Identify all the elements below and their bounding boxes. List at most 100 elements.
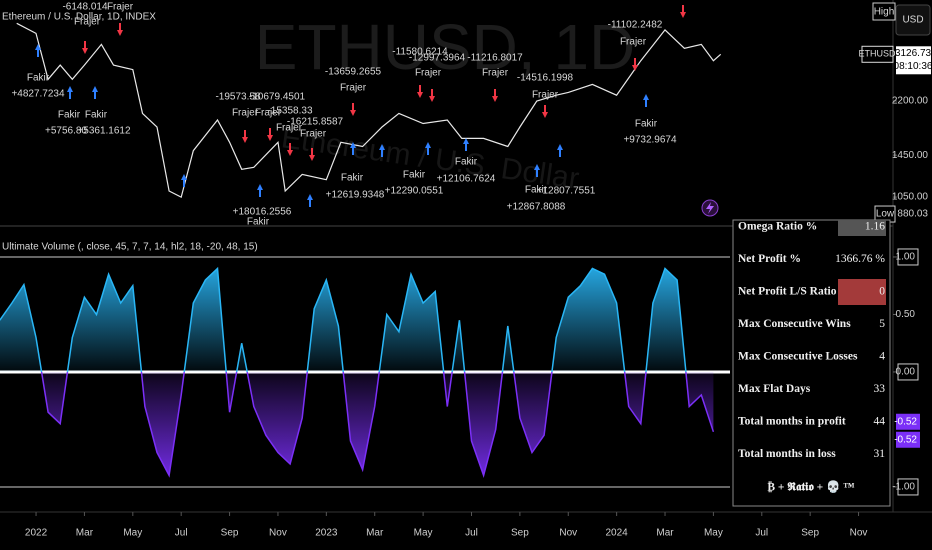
x-tick-label: May (704, 528, 723, 539)
sell-arrow (309, 148, 315, 161)
signal-label: Frajer (232, 108, 259, 119)
sell-arrow (417, 85, 423, 98)
sell-arrow (680, 5, 686, 18)
x-tick-label: Mar (366, 528, 384, 539)
table-label: Max Consecutive Wins (738, 318, 851, 330)
x-tick-label: Mar (76, 528, 94, 539)
last-price: 3126.73 (895, 48, 932, 59)
x-tick-label: 2024 (606, 528, 629, 539)
buy-arrow (67, 86, 73, 99)
low-value: 880.03 (897, 209, 928, 220)
oscillator-line (0, 266, 715, 478)
signal-label: Fakir (58, 110, 81, 121)
y-tick-box (897, 248, 919, 266)
signal-label: Frajer (620, 37, 647, 48)
signal-label: Frajer (340, 83, 367, 94)
sell-arrow (287, 143, 293, 156)
buy-arrow (557, 144, 563, 157)
indicator-title: Ultimate Volume (, close, 45, 7, 7, 14, … (2, 242, 258, 253)
symbol-box (861, 45, 894, 63)
y-tick-label: 0.00 (896, 367, 916, 378)
y-tick-box (897, 363, 919, 381)
signal-label: +12807.7551 (537, 186, 596, 197)
symbol-label: ETHUSD (858, 49, 896, 59)
signal-label: Frajer (482, 68, 509, 79)
x-tick-label: 2023 (315, 528, 338, 539)
table-label: Max Flat Days (738, 383, 811, 395)
sell-arrow (429, 89, 435, 102)
x-tick-label: Jul (465, 528, 478, 539)
signal-label: -11216.8017 (467, 53, 523, 64)
signal-label: -11580.6214 (392, 47, 448, 58)
countdown: 08:10:36 (894, 61, 932, 72)
table-value: 5 (879, 318, 885, 330)
signal-label: Frajer (532, 90, 559, 101)
currency-button[interactable] (895, 4, 931, 36)
signal-label: Frajer (74, 17, 101, 28)
x-tick-label: May (414, 528, 433, 539)
table-label: Total months in profit (738, 416, 846, 428)
table-value: 1366.76 % (835, 253, 885, 265)
signal-label: Frajer (276, 123, 303, 134)
alert-icon-bolt (706, 202, 714, 214)
buy-arrow (379, 144, 385, 157)
x-tick-label: Nov (269, 528, 287, 539)
table-value: 0 (879, 286, 885, 298)
y-tick-label: 2200.00 (892, 96, 929, 107)
sell-arrow (492, 89, 498, 102)
signal-label: -16215.8587 (287, 117, 344, 128)
watermark: ETHUSD, 1D (255, 11, 636, 83)
y-tick-label: -1.00 (892, 482, 915, 493)
buy-arrow (181, 174, 187, 187)
table-bg (732, 219, 891, 507)
buy-arrow (643, 94, 649, 107)
y-tick-label: 1050.00 (892, 192, 929, 203)
signal-label: +5361.1612 (77, 126, 131, 137)
x-tick-label: Sep (511, 528, 529, 539)
last-value-box (896, 431, 920, 448)
signal-label: +4827.7234 (11, 89, 65, 100)
buy-arrow (92, 86, 98, 99)
signal-label: -19573.58 (215, 92, 260, 103)
signal-label: +5756.80 (45, 126, 87, 137)
table-footer: ₿ + 𝕽𝖆𝖙𝖎𝖔 + 💀 ™ (767, 480, 855, 494)
buy-arrow (463, 138, 469, 151)
last-price-box (896, 46, 931, 75)
signal-label: -6148.014 (62, 2, 107, 13)
table-value: 1.16 (865, 221, 885, 233)
signal-label: -13659.2655 (325, 67, 382, 78)
signal-label: +12106.7624 (437, 174, 496, 185)
x-tick-label: Mar (656, 528, 674, 539)
x-tick-label: Nov (850, 528, 868, 539)
signal-label: -11102.2482 (608, 20, 663, 31)
sell-arrow (542, 105, 548, 118)
buy-arrow (257, 184, 263, 197)
last-value-label: -0.52 (894, 416, 917, 427)
signal-label: Frajer (107, 2, 134, 13)
table-label: Net Profit % (738, 253, 801, 265)
currency-label[interactable]: USD (902, 15, 923, 26)
signal-label: Fakir (525, 185, 548, 196)
chart-title: Ethereum / U.S. Dollar, 1D, INDEX (2, 12, 156, 23)
y-tick-label: 0.50 (896, 309, 916, 320)
signal-label: Frajer (255, 108, 282, 119)
signal-label: +12867.8088 (507, 202, 566, 213)
cell-highlight (838, 279, 886, 305)
signal-label: -10679.4501 (249, 92, 306, 103)
y-tick-box (897, 478, 919, 496)
signal-label: -14516.1998 (517, 73, 574, 84)
signal-label: +12619.9348 (326, 190, 385, 201)
plot-layer (0, 22, 730, 488)
signal-label: Fakir (341, 173, 364, 184)
x-tick-label: Jul (175, 528, 188, 539)
table-value: 4 (879, 351, 885, 363)
signal-label: Fakir (85, 110, 108, 121)
x-tick-label: 2022 (25, 528, 48, 539)
low-label: Low (876, 209, 895, 220)
signal-label: -12997.3964 (409, 53, 466, 64)
table-value: 31 (874, 448, 886, 460)
table-value: 33 (874, 383, 886, 395)
sell-arrow (632, 58, 638, 71)
